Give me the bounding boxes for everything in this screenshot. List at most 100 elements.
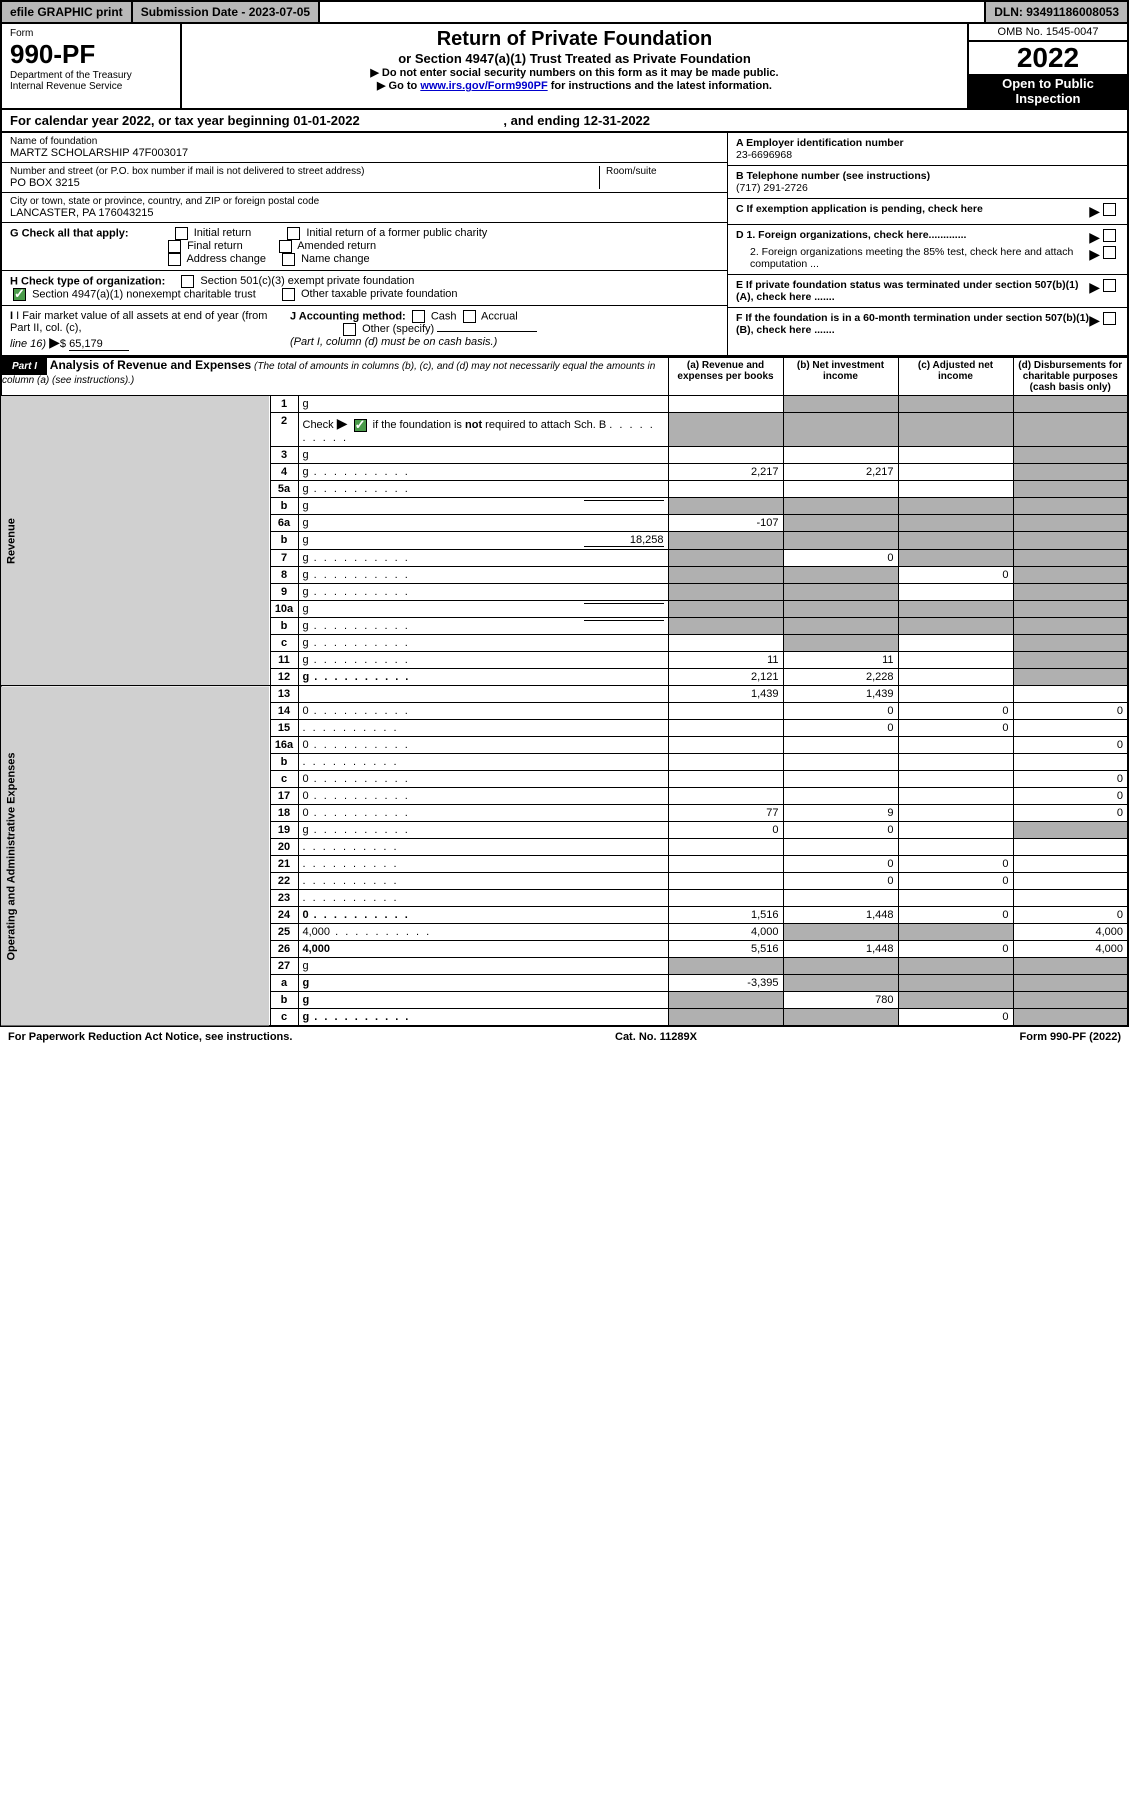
checkbox-e[interactable] xyxy=(1103,279,1116,292)
amount-cell xyxy=(783,532,898,550)
amount-cell xyxy=(783,890,898,907)
identity-right: A Employer identification number 23-6696… xyxy=(727,133,1127,355)
checkbox-c[interactable] xyxy=(1103,203,1116,216)
identity-section: Name of foundation MARTZ SCHOLARSHIP 47F… xyxy=(0,133,1129,357)
col-b-header: (b) Net investment income xyxy=(783,358,898,396)
checkbox-f[interactable] xyxy=(1103,312,1116,325)
amount-cell xyxy=(898,958,1013,975)
amount-cell xyxy=(1013,839,1128,856)
amount-cell xyxy=(783,924,898,941)
checkbox-d2[interactable] xyxy=(1103,246,1116,259)
amount-cell xyxy=(668,447,783,464)
checkbox-initial-return[interactable] xyxy=(175,227,188,240)
line-description: 4,000 xyxy=(298,941,668,958)
amount-cell xyxy=(1013,1009,1128,1027)
amount-cell xyxy=(783,447,898,464)
checkbox-other-taxable[interactable] xyxy=(282,288,295,301)
amount-cell xyxy=(898,550,1013,567)
line-description: 0 xyxy=(298,703,668,720)
line-number: 27 xyxy=(270,958,298,975)
line-description xyxy=(298,686,668,703)
dln-label: DLN: 93491186008053 xyxy=(984,2,1127,22)
efile-label: efile GRAPHIC print xyxy=(2,2,133,22)
irs-link[interactable]: www.irs.gov/Form990PF xyxy=(420,80,547,92)
line-number: a xyxy=(270,975,298,992)
amount-cell xyxy=(1013,652,1128,669)
line-description xyxy=(298,720,668,737)
line-description: g xyxy=(298,498,668,515)
line-description: 0 xyxy=(298,771,668,788)
amount-cell xyxy=(898,924,1013,941)
line-number: b xyxy=(270,618,298,635)
city-state-zip: LANCASTER, PA 176043215 xyxy=(10,207,719,219)
amount-cell: 0 xyxy=(783,856,898,873)
checkbox-other-method[interactable] xyxy=(343,323,356,336)
amount-cell xyxy=(1013,498,1128,515)
line-description: g xyxy=(298,992,668,1009)
checkbox-501c3[interactable] xyxy=(181,275,194,288)
city-row: City or town, state or province, country… xyxy=(2,193,727,223)
line-description xyxy=(298,873,668,890)
amount-cell xyxy=(783,839,898,856)
checkbox-address-change[interactable] xyxy=(168,253,181,266)
line-number: 7 xyxy=(270,550,298,567)
line-number: 17 xyxy=(270,788,298,805)
line-number: 3 xyxy=(270,447,298,464)
amount-cell: 0 xyxy=(898,907,1013,924)
line-description: g xyxy=(298,481,668,498)
line-description xyxy=(298,890,668,907)
amount-cell xyxy=(898,464,1013,481)
amount-cell: 4,000 xyxy=(1013,924,1128,941)
note-link: ▶ Go to www.irs.gov/Form990PF for instru… xyxy=(190,79,959,92)
foundation-name-row: Name of foundation MARTZ SCHOLARSHIP 47F… xyxy=(2,133,727,163)
line-number: 5a xyxy=(270,481,298,498)
amount-cell xyxy=(668,481,783,498)
line-description xyxy=(298,754,668,771)
form-number: 990-PF xyxy=(10,39,172,70)
amount-cell xyxy=(783,498,898,515)
ein-row: A Employer identification number 23-6696… xyxy=(728,133,1127,166)
line-description: g xyxy=(298,584,668,601)
inline-value xyxy=(584,500,664,501)
amount-cell xyxy=(668,635,783,652)
line-description: g xyxy=(298,447,668,464)
line-description: g xyxy=(298,396,668,413)
form-left: Form 990-PF Department of the Treasury I… xyxy=(2,24,182,108)
checkbox-d1[interactable] xyxy=(1103,229,1116,242)
amount-cell xyxy=(1013,669,1128,686)
page-footer: For Paperwork Reduction Act Notice, see … xyxy=(0,1027,1129,1047)
line-number: b xyxy=(270,754,298,771)
checkbox-sch-b[interactable] xyxy=(354,419,367,432)
footer-mid: Cat. No. 11289X xyxy=(615,1031,697,1043)
amount-cell xyxy=(898,584,1013,601)
amount-cell: 1,448 xyxy=(783,941,898,958)
amount-cell xyxy=(668,703,783,720)
amount-cell: 2,228 xyxy=(783,669,898,686)
identity-left: Name of foundation MARTZ SCHOLARSHIP 47F… xyxy=(2,133,727,355)
line-description: Check ▶ if the foundation is not require… xyxy=(298,413,668,447)
amount-cell xyxy=(668,396,783,413)
form-title: Return of Private Foundation xyxy=(190,28,959,51)
irs-label: Internal Revenue Service xyxy=(10,81,172,92)
amount-cell xyxy=(898,771,1013,788)
line-description: 4,000 xyxy=(298,924,668,941)
amount-cell xyxy=(783,515,898,532)
amount-cell xyxy=(783,975,898,992)
line-number: 9 xyxy=(270,584,298,601)
amount-cell: 2,217 xyxy=(783,464,898,481)
amount-cell: 1,448 xyxy=(783,907,898,924)
top-bar: efile GRAPHIC print Submission Date - 20… xyxy=(0,0,1129,24)
line-number: 24 xyxy=(270,907,298,924)
checkbox-final-return[interactable] xyxy=(168,240,181,253)
checkbox-amended[interactable] xyxy=(279,240,292,253)
checkbox-4947a1[interactable] xyxy=(13,288,26,301)
amount-cell: 0 xyxy=(783,873,898,890)
line-number: 2 xyxy=(270,413,298,447)
line-description: g xyxy=(298,958,668,975)
checkbox-initial-former[interactable] xyxy=(287,227,300,240)
checkbox-accrual[interactable] xyxy=(463,310,476,323)
checkbox-cash[interactable] xyxy=(412,310,425,323)
checkbox-name-change[interactable] xyxy=(282,253,295,266)
amount-cell xyxy=(668,498,783,515)
section-g: G Check all that apply: Initial return I… xyxy=(2,223,727,271)
